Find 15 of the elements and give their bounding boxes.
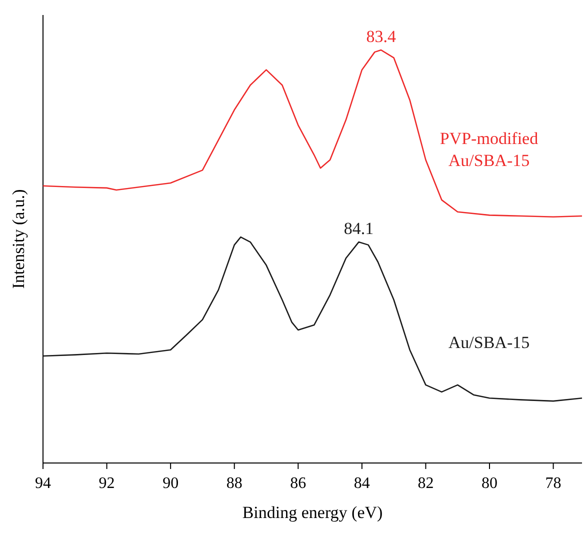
x-tick-label: 88 bbox=[226, 475, 242, 492]
x-tick-label: 80 bbox=[482, 475, 498, 492]
y-axis-title: Intensity (a.u.) bbox=[9, 189, 28, 289]
annotation: 83.4 bbox=[366, 27, 396, 46]
x-tick-label: 90 bbox=[162, 475, 179, 492]
x-tick-label: 78 bbox=[545, 475, 562, 492]
x-tick-label: 86 bbox=[290, 475, 306, 492]
series-label: PVP-modified Au/SBA-15 bbox=[440, 129, 539, 170]
annotation: 84.1 bbox=[344, 219, 374, 238]
x-axis-title: Binding energy (eV) bbox=[242, 503, 383, 522]
text: Au/SBA-15 bbox=[448, 333, 530, 352]
x-tick-label: 92 bbox=[98, 475, 115, 492]
x-tick-label: 84 bbox=[354, 475, 370, 492]
x-tick-label: 94 bbox=[35, 475, 51, 492]
x-tick-label: 82 bbox=[418, 475, 434, 492]
